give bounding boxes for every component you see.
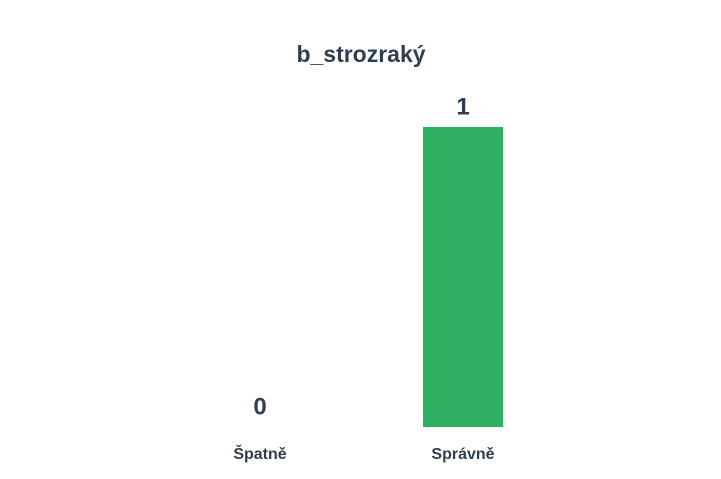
value-label: 0	[253, 393, 266, 420]
x-tick-label: Špatně	[233, 444, 286, 463]
x-tick-label: Správně	[431, 446, 494, 463]
chart-title: b_strozraký	[296, 41, 425, 67]
bar	[423, 127, 503, 427]
value-label: 1	[456, 93, 469, 120]
